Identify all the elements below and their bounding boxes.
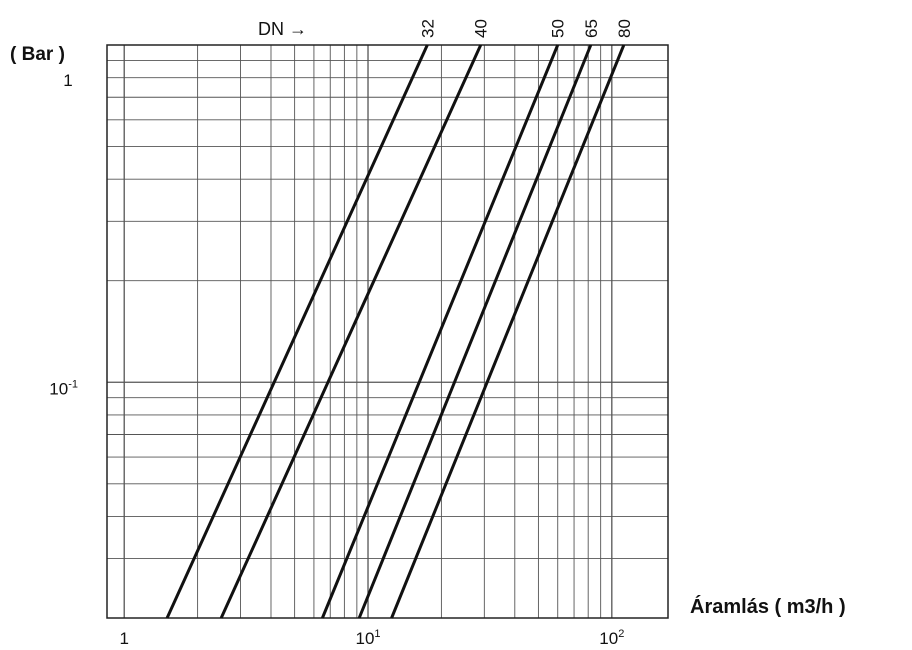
series-label-dn-32: 32 <box>418 19 437 38</box>
series-line-dn-80 <box>390 44 626 619</box>
y-tick-labels: 1 10-1 <box>49 71 78 398</box>
series-lines <box>165 44 626 619</box>
x-tick-labels: 1 101 102 <box>119 628 624 648</box>
series-label-dn-40: 40 <box>472 19 491 38</box>
x-tick-label: 1 <box>119 629 128 648</box>
y-axis-title: ( Bar ) <box>10 44 65 65</box>
series-line-dn-65 <box>357 44 593 619</box>
series-labels: 32 40 50 65 80 <box>418 19 634 38</box>
x-axis-title: Áramlás ( m3/h ) <box>690 595 846 618</box>
series-line-dn-50 <box>321 44 560 619</box>
plot-frame <box>106 44 669 619</box>
x-tick-label: 102 <box>599 628 624 648</box>
series-label-dn-65: 65 <box>582 19 601 38</box>
series-label-dn-50: 50 <box>549 19 568 38</box>
series-line-dn-40 <box>219 44 483 619</box>
series-line-dn-32 <box>165 44 429 619</box>
grid <box>107 45 668 618</box>
dn-label: DN → <box>258 19 307 39</box>
series-label-dn-80: 80 <box>615 19 634 38</box>
y-tick-label: 10-1 <box>49 378 78 398</box>
y-tick-label: 1 <box>63 71 72 90</box>
x-tick-label: 101 <box>355 628 380 648</box>
